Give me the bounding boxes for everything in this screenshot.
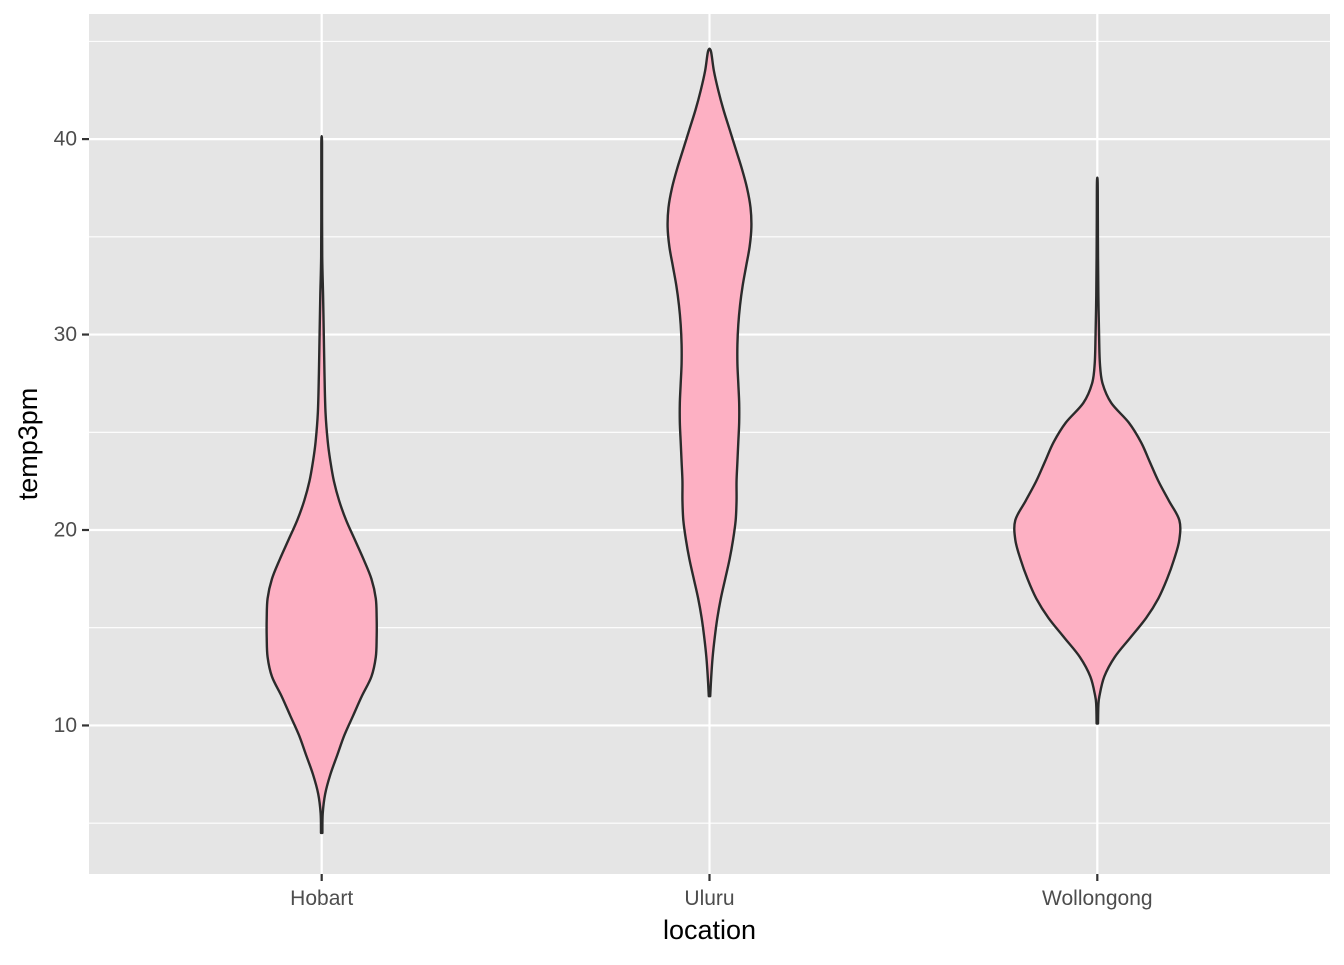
y-tick-label: 30	[54, 323, 77, 346]
violin-uluru	[666, 47, 753, 698]
y-axis: 10 20 30 40	[54, 128, 89, 737]
y-tick-label: 40	[54, 128, 77, 151]
x-tick-label-wollongong: Wollongong	[1042, 887, 1153, 910]
y-tick-label: 10	[54, 714, 77, 737]
violins	[265, 47, 1182, 835]
x-axis-title: location	[663, 915, 756, 945]
x-tick-label-hobart: Hobart	[290, 887, 353, 910]
y-axis-title: temp3pm	[13, 388, 43, 501]
y-tick-label: 20	[54, 519, 77, 542]
x-axis: Hobart Uluru Wollongong	[290, 874, 1153, 910]
violin-hobart	[265, 134, 378, 835]
violin-wollongong	[1013, 176, 1182, 725]
x-tick-label-uluru: Uluru	[684, 887, 734, 910]
